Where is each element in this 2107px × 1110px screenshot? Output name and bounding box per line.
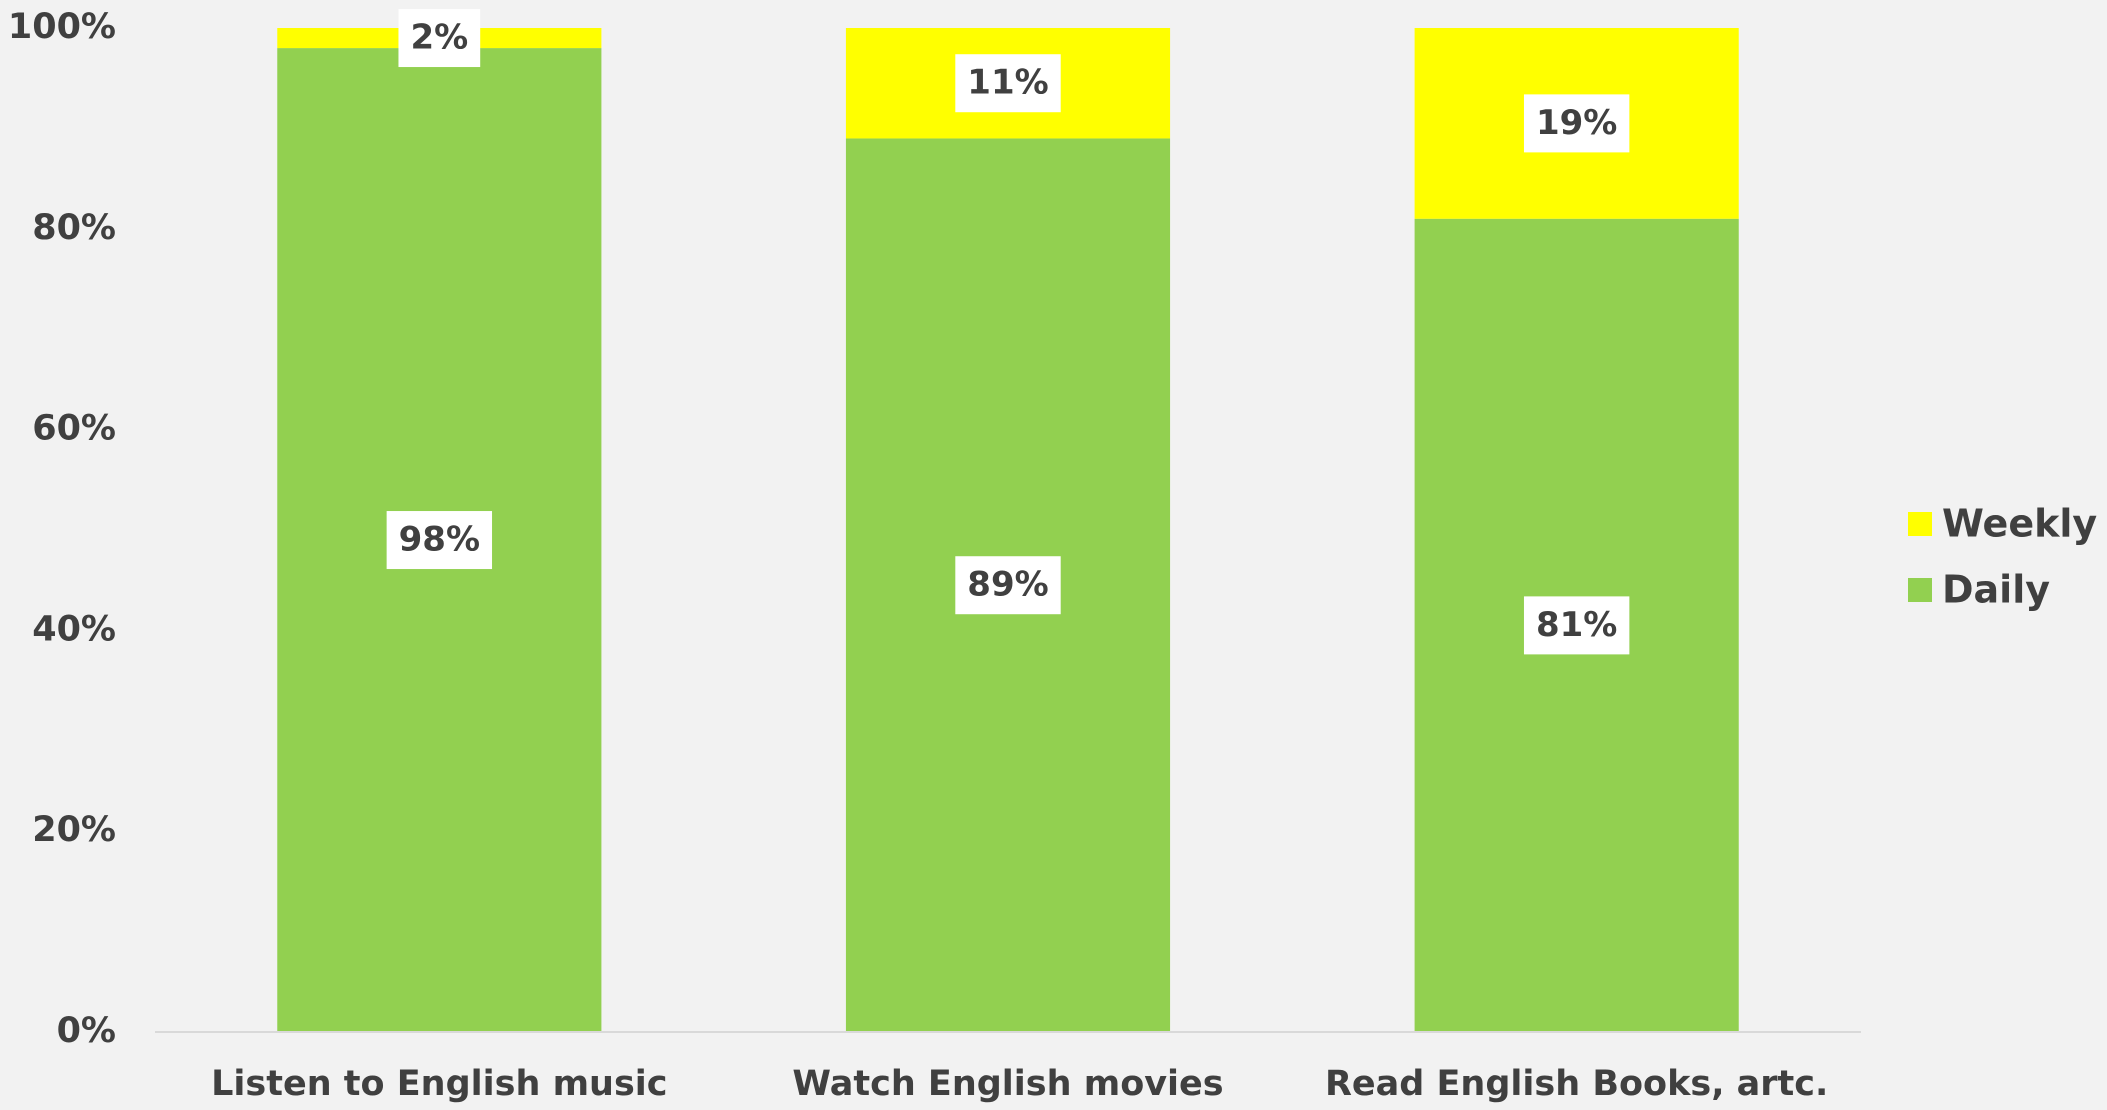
data-label: 81% [1536, 605, 1617, 645]
y-tick-label: 20% [32, 810, 116, 850]
data-label: 89% [967, 565, 1048, 605]
data-label-box [955, 556, 1061, 615]
data-label: 19% [1536, 103, 1617, 143]
data-label: 11% [967, 63, 1048, 103]
data-label: 2% [410, 18, 468, 58]
y-tick-label: 80% [32, 208, 116, 248]
data-label-box [1523, 94, 1630, 153]
x-tick-label: Read English Books, artc. [1325, 1064, 1828, 1104]
data-label: 98% [399, 520, 480, 560]
y-tick-label: 0% [57, 1011, 116, 1051]
legend-swatch [1908, 512, 1932, 536]
y-tick-label: 40% [32, 609, 116, 649]
legend-swatch [1908, 578, 1932, 602]
data-label-box [386, 511, 493, 570]
legend-label: Weekly [1942, 502, 2097, 546]
y-tick-label: 60% [32, 409, 116, 449]
data-label-box [398, 9, 481, 68]
x-tick-label: Listen to English music [211, 1064, 667, 1104]
data-label-box [1523, 596, 1630, 655]
legend-label: Daily [1942, 568, 2050, 612]
x-tick-label: Watch English movies [792, 1064, 1223, 1104]
y-tick-label: 100% [8, 7, 116, 47]
data-label-box [955, 54, 1061, 113]
